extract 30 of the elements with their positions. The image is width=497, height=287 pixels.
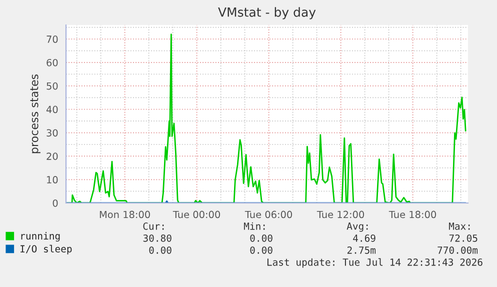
x-tick-label: Tue 00:00 <box>172 210 220 218</box>
y-tick-label: 20 <box>46 152 58 160</box>
text: 72.05 <box>449 234 478 242</box>
x-tick-label: Tue 12:00 <box>316 210 364 218</box>
text: Cur: <box>143 222 164 230</box>
text: 30.80 <box>143 234 172 242</box>
text: 0.00 <box>149 246 172 254</box>
text: Avg: <box>346 222 368 232</box>
legend-label: running <box>21 232 60 242</box>
chart-title: VMstat - by day <box>218 7 316 20</box>
x-tick-label: Tue 18:00 <box>388 210 436 218</box>
y-tick-label: 70 <box>46 36 58 43</box>
text: 0.00 <box>250 246 272 254</box>
text: Max: <box>448 222 470 230</box>
y-tick-label: 0 <box>52 199 58 207</box>
legend-label: I/O sleep <box>20 244 72 254</box>
text: 2.75m <box>347 246 376 254</box>
y-tick-label: 10 <box>47 176 58 184</box>
y-axis-title: process states <box>30 74 40 154</box>
x-tick-label: Mon 18:00 <box>100 210 150 218</box>
y-tick-label: 40 <box>46 106 58 114</box>
y-tick-label: 30 <box>46 129 58 137</box>
text: Last update: Tue Jul 14 22:31:43 2026 <box>267 258 482 268</box>
x-tick-label: Tue 06:00 <box>244 210 292 218</box>
y-tick-label: 60 <box>46 58 58 66</box>
text: Min: <box>244 222 265 230</box>
text: 4.69 <box>353 234 376 242</box>
y-tick-label: 50 <box>46 82 58 90</box>
text: 770.00m <box>438 246 478 254</box>
text: 0.00 <box>250 234 272 242</box>
